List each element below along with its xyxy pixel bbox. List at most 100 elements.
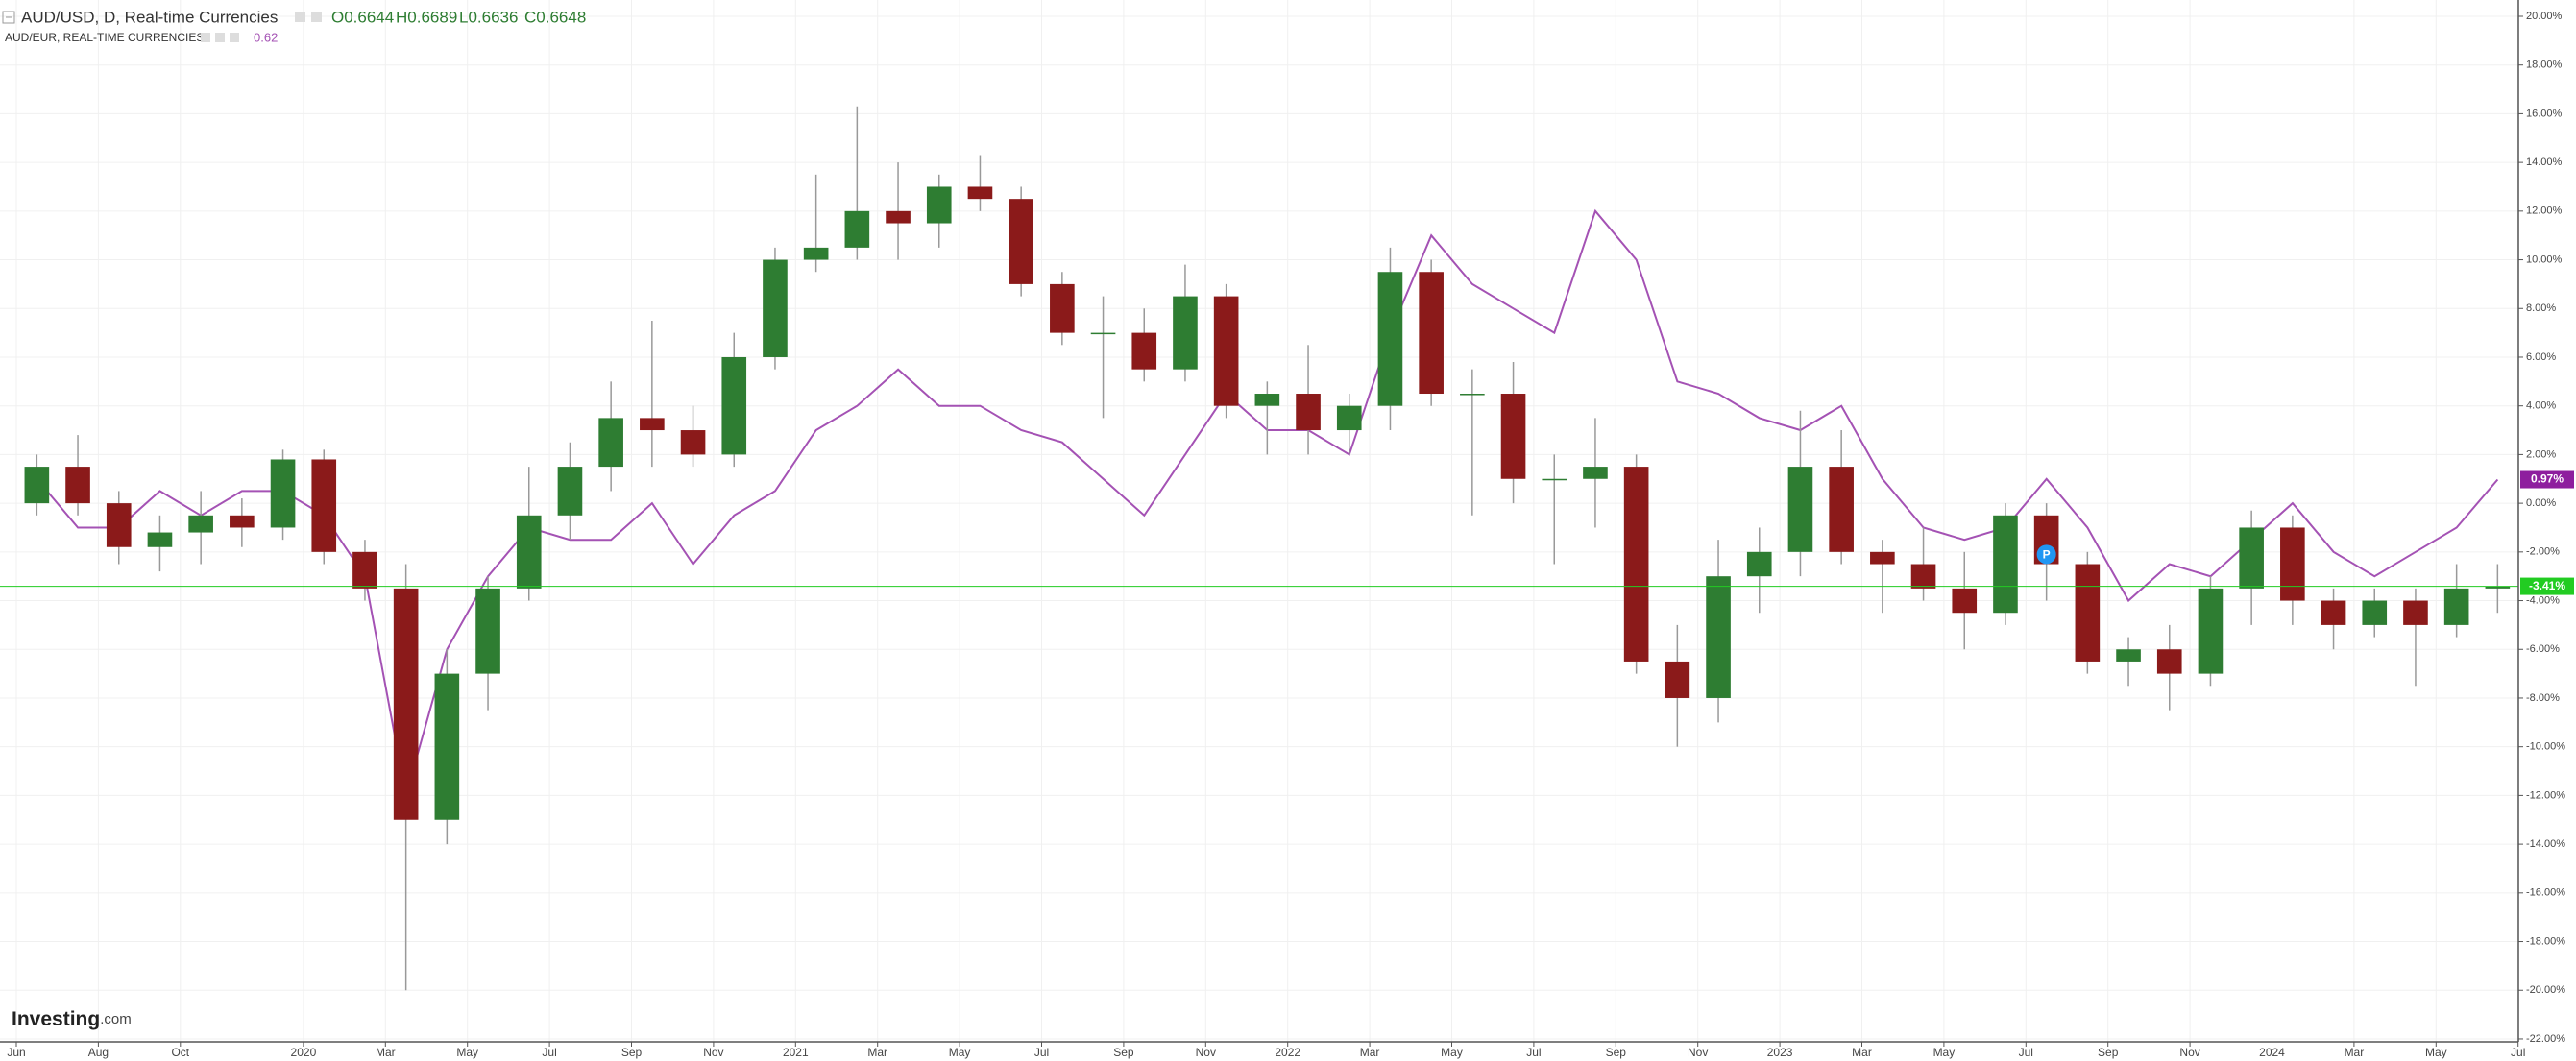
candle-body	[1377, 272, 1403, 406]
compare-value: 0.62	[254, 30, 278, 44]
x-tick-label: Oct	[171, 1046, 189, 1059]
candle-body	[1665, 661, 1690, 698]
y-tick-label: 12.00%	[2526, 205, 2563, 217]
x-tick-label: Nov	[1196, 1046, 1216, 1059]
x-tick-label: Jul	[1526, 1046, 1541, 1059]
candle-body	[1583, 467, 1608, 479]
y-tick-label: 16.00%	[2526, 108, 2563, 119]
settings-icon[interactable]	[295, 12, 305, 22]
candle-body	[1254, 394, 1280, 406]
axes: 20.00% 18.00% 16.00% 14.00% 12.00% 10.00% 8.00…	[7, 11, 2574, 1059]
x-tick-label: Nov	[1688, 1046, 1708, 1059]
candle-body	[763, 259, 788, 357]
last-value-label: 0.97%	[2531, 472, 2564, 486]
y-tick-label: -12.00%	[2526, 789, 2565, 801]
x-tick-label: 2021	[783, 1046, 809, 1059]
candle-body	[1090, 332, 1116, 335]
candle-body	[1460, 394, 1485, 396]
candle-body	[1009, 199, 1033, 284]
brand-logo: Investing.com	[12, 1008, 132, 1030]
candle-body	[2198, 588, 2224, 674]
y-tick-label: 10.00%	[2526, 253, 2563, 265]
candle-body	[2443, 588, 2469, 625]
candle-body	[680, 430, 706, 455]
x-tick-label: Aug	[88, 1046, 109, 1059]
x-tick-label: 2022	[1275, 1046, 1300, 1059]
brand-name: Investing	[12, 1008, 100, 1030]
y-tick-label: 18.00%	[2526, 60, 2563, 71]
candle-body	[2156, 649, 2182, 674]
last-value-badge	[2520, 470, 2574, 489]
x-tick-label: Sep	[621, 1046, 643, 1059]
x-tick-label: 2023	[1767, 1046, 1793, 1059]
candle-body	[24, 467, 50, 504]
candle-body	[147, 532, 173, 547]
x-tick-label: Sep	[1606, 1046, 1627, 1059]
y-tick-label: 8.00%	[2526, 302, 2556, 314]
x-tick-label: May	[456, 1046, 478, 1059]
candle-body	[393, 588, 419, 820]
x-tick-label: Mar	[1360, 1046, 1380, 1059]
candle-body	[106, 503, 132, 547]
candle-body	[1296, 394, 1321, 431]
y-tick-label: 6.00%	[2526, 351, 2556, 363]
candle-body	[516, 515, 542, 589]
quote-close: C0.6648	[524, 8, 586, 26]
y-tick-label: -16.00%	[2526, 887, 2565, 899]
candle-body	[270, 459, 296, 528]
y-tick-label: 14.00%	[2526, 157, 2563, 168]
candle-body	[721, 356, 747, 455]
candle-body	[1050, 283, 1075, 333]
candle-body	[557, 467, 583, 516]
x-tick-label: 2020	[291, 1046, 317, 1059]
compare-legend: AUD/EUR, REAL-TIME CURRENCIES	[5, 31, 204, 44]
quote-high: H0.6689	[396, 8, 457, 26]
compare-settings-icon[interactable]	[201, 33, 210, 42]
x-tick-label: Jun	[7, 1046, 25, 1059]
candle-body	[2403, 600, 2428, 625]
candle-body	[2239, 527, 2264, 589]
candle-body	[1500, 394, 1526, 479]
y-tick-label: -22.00%	[2526, 1033, 2565, 1045]
candle-body	[1173, 296, 1198, 370]
collapse-icon[interactable]	[2, 11, 15, 24]
x-tick-label: Mar	[1852, 1046, 1872, 1059]
x-tick-label: 2024	[2259, 1046, 2285, 1059]
x-tick-label: May	[1441, 1046, 1463, 1059]
compare-close-icon[interactable]	[230, 33, 239, 42]
candle-body	[1952, 588, 1978, 614]
y-tick-label: 4.00%	[2526, 400, 2556, 412]
x-tick-label: Nov	[2179, 1046, 2199, 1059]
annotation-label: P	[2043, 548, 2051, 562]
quote-low: L0.6636	[459, 8, 518, 26]
candle-body	[1870, 551, 1895, 565]
candle-body	[65, 467, 90, 504]
candle-body	[1131, 332, 1157, 370]
candle-body	[1419, 272, 1444, 395]
legend-title: AUD/USD, D, Real-time Currencies	[21, 8, 278, 26]
grid	[0, 0, 2519, 1042]
x-tick-label: Sep	[2098, 1046, 2119, 1059]
y-tick-label: -18.00%	[2526, 935, 2565, 947]
close-icon[interactable]	[311, 12, 322, 22]
y-tick-label: -4.00%	[2526, 594, 2560, 606]
candle-body	[352, 551, 377, 589]
candle-body	[1336, 405, 1362, 431]
candle-body	[803, 247, 829, 260]
candle-body	[2485, 586, 2511, 589]
candle-body	[434, 673, 460, 820]
quote-open: O0.6644	[331, 8, 394, 26]
candle-body	[1829, 467, 1854, 552]
brand-suffix: .com	[100, 1011, 132, 1027]
candle-body	[230, 515, 255, 528]
x-tick-label: Jul	[2511, 1046, 2525, 1059]
compare-hide-icon[interactable]	[215, 33, 225, 42]
x-tick-label: Jul	[542, 1046, 556, 1059]
y-tick-label: -8.00%	[2526, 692, 2560, 704]
candle-body	[2280, 527, 2305, 601]
candle-body	[1746, 551, 1772, 577]
candle-body	[1213, 296, 1239, 406]
x-tick-label: Jul	[2019, 1046, 2033, 1059]
